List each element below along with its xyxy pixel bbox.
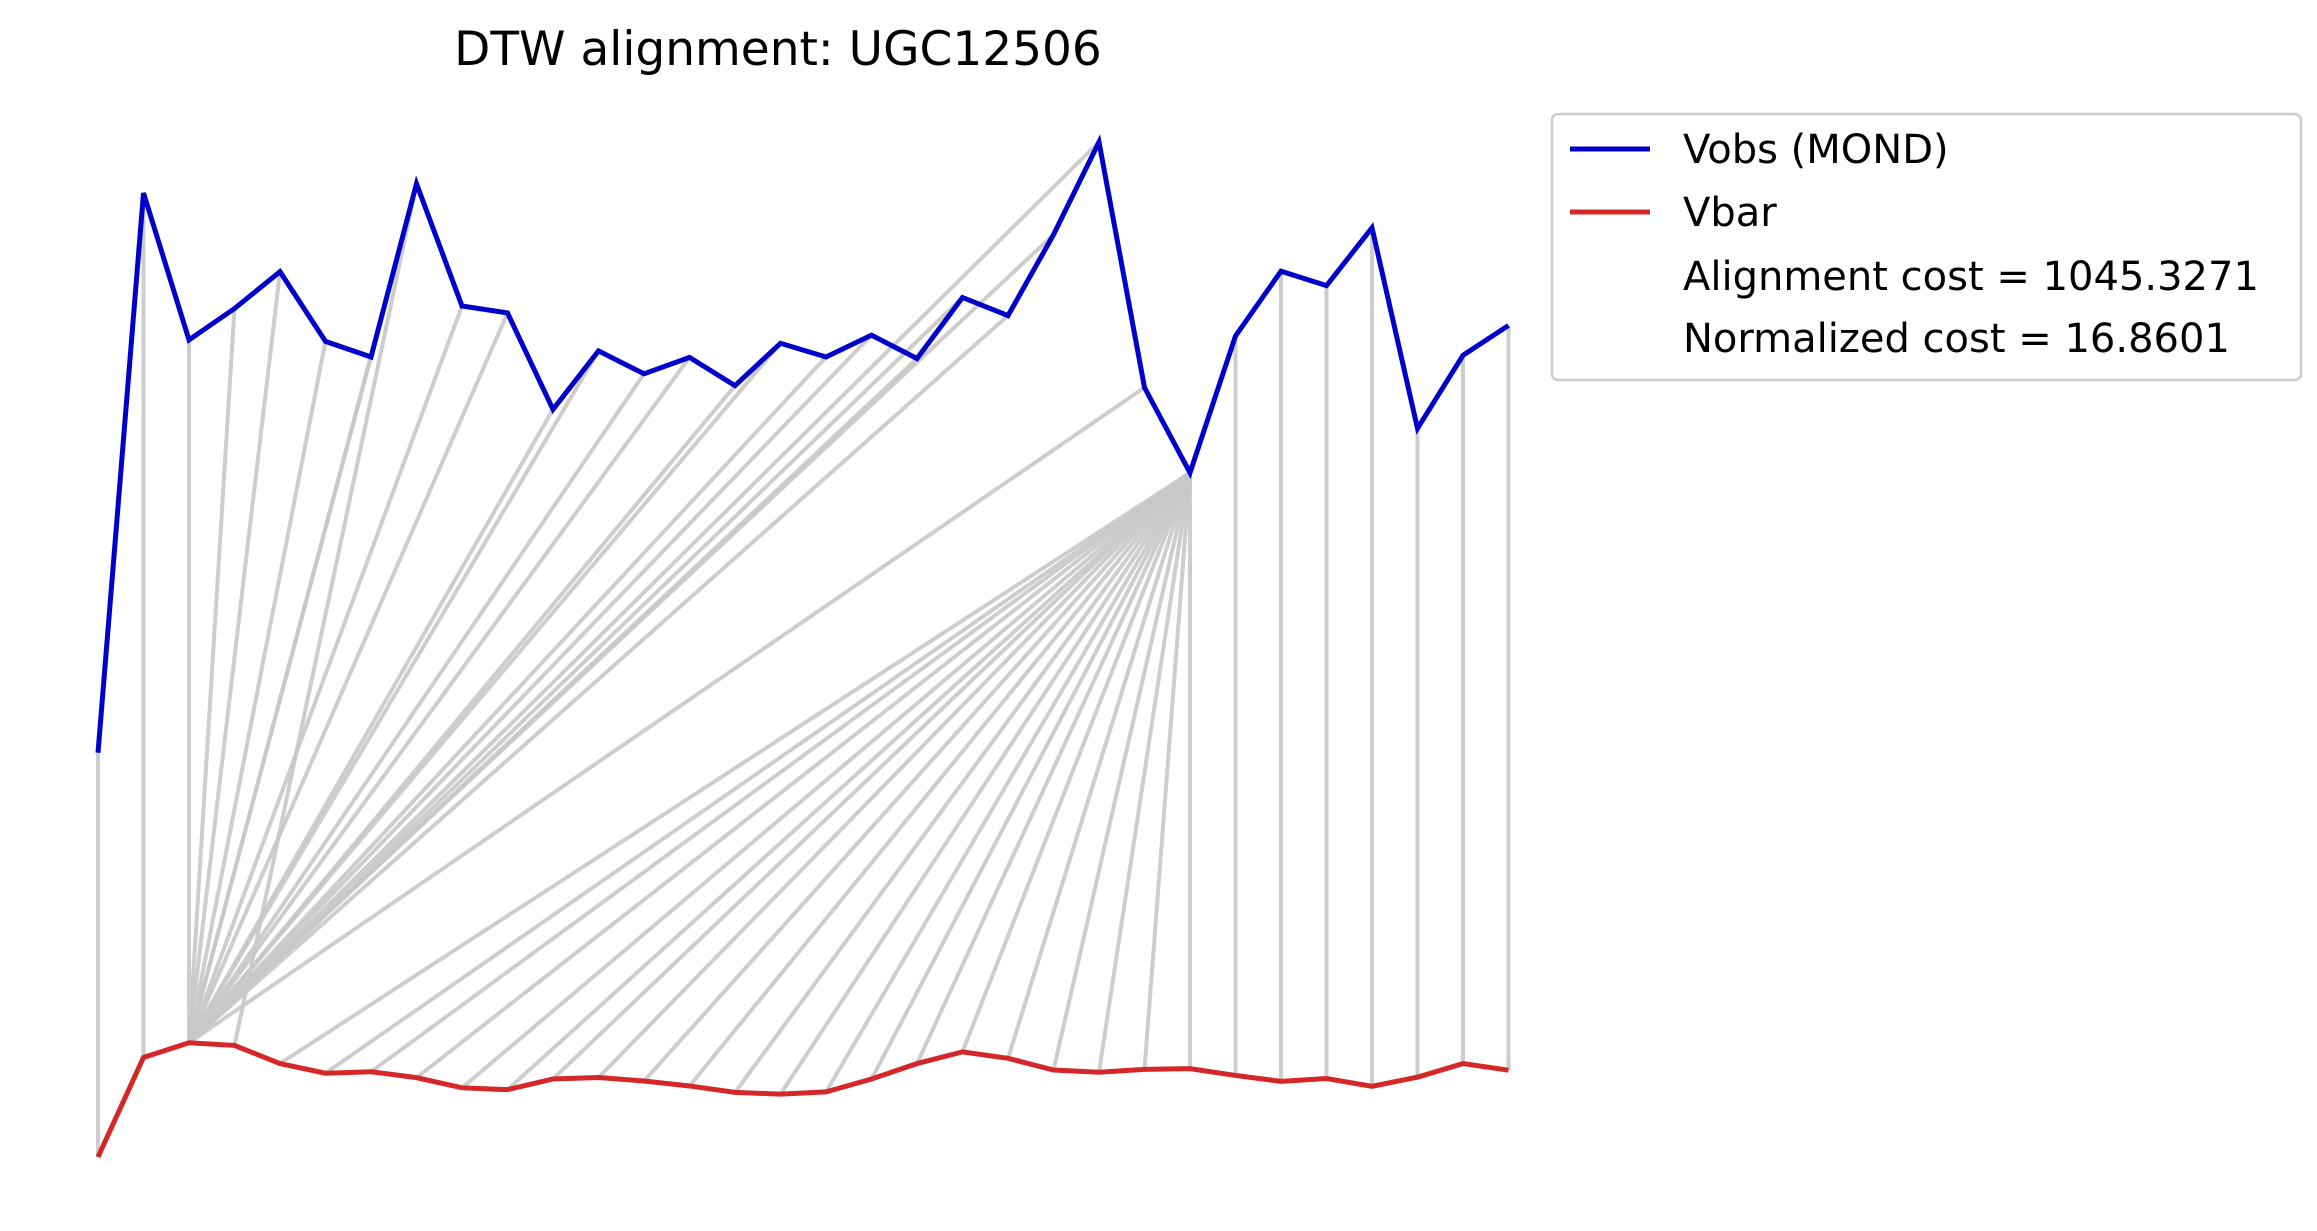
alignment-line (1142, 472, 1192, 1070)
alignment-line (1097, 472, 1192, 1073)
alignment-lines (96, 140, 1511, 1157)
alignment-line (415, 471, 1192, 1080)
alignment-line (187, 296, 964, 1045)
alignment-line (187, 305, 464, 1044)
alignment-line (187, 333, 873, 1045)
series-line-vobs (95, 134, 1510, 753)
legend-alignment-cost: Alignment cost = 1045.3271 (1683, 254, 2259, 300)
legend-normalized-cost: Normalized cost = 16.8601 (1683, 316, 2230, 362)
alignment-line (187, 312, 510, 1044)
alignment-line (369, 471, 1192, 1074)
alignment-line (324, 471, 1192, 1075)
alignment-line (187, 385, 1146, 1045)
alignment-line (187, 356, 692, 1044)
alignment-line (187, 355, 828, 1045)
legend: Vobs (MOND) Vbar Alignment cost = 1045.3… (1550, 112, 2303, 382)
alignment-line (460, 471, 1192, 1090)
alignment-line (232, 183, 419, 1046)
chart-title: DTW alignment: UGC12506 (454, 22, 1102, 77)
alignment-line (1051, 472, 1192, 1071)
alignment-line (506, 471, 1192, 1092)
alignment-line (187, 349, 601, 1044)
alignment-line (915, 471, 1192, 1065)
alignment-line (869, 471, 1192, 1080)
alignment-line (187, 140, 1101, 1045)
alignment-line (1006, 472, 1192, 1059)
legend-frame (1550, 112, 2303, 382)
legend-label-vbar: Vbar (1683, 190, 1777, 236)
alignment-line (642, 471, 1192, 1083)
alignment-line (278, 471, 1192, 1066)
alignment-line (187, 372, 646, 1044)
alignment-line (187, 341, 783, 1045)
alignment-line (733, 471, 1192, 1094)
alignment-line (551, 471, 1192, 1081)
alignment-line (187, 314, 1010, 1045)
alignment-line (187, 233, 1055, 1045)
series-lines (95, 134, 1510, 1159)
alignment-line (960, 472, 1192, 1053)
alignment-line (187, 341, 328, 1044)
series-line-vbar (95, 1040, 1509, 1159)
alignment-line (597, 471, 1192, 1079)
alignment-line (778, 471, 1192, 1096)
alignment-line (824, 471, 1192, 1093)
legend-label-vobs: Vobs (MOND) (1683, 127, 1949, 173)
alignment-line (187, 271, 282, 1043)
alignment-line (687, 471, 1192, 1088)
alignment-line (187, 308, 237, 1043)
